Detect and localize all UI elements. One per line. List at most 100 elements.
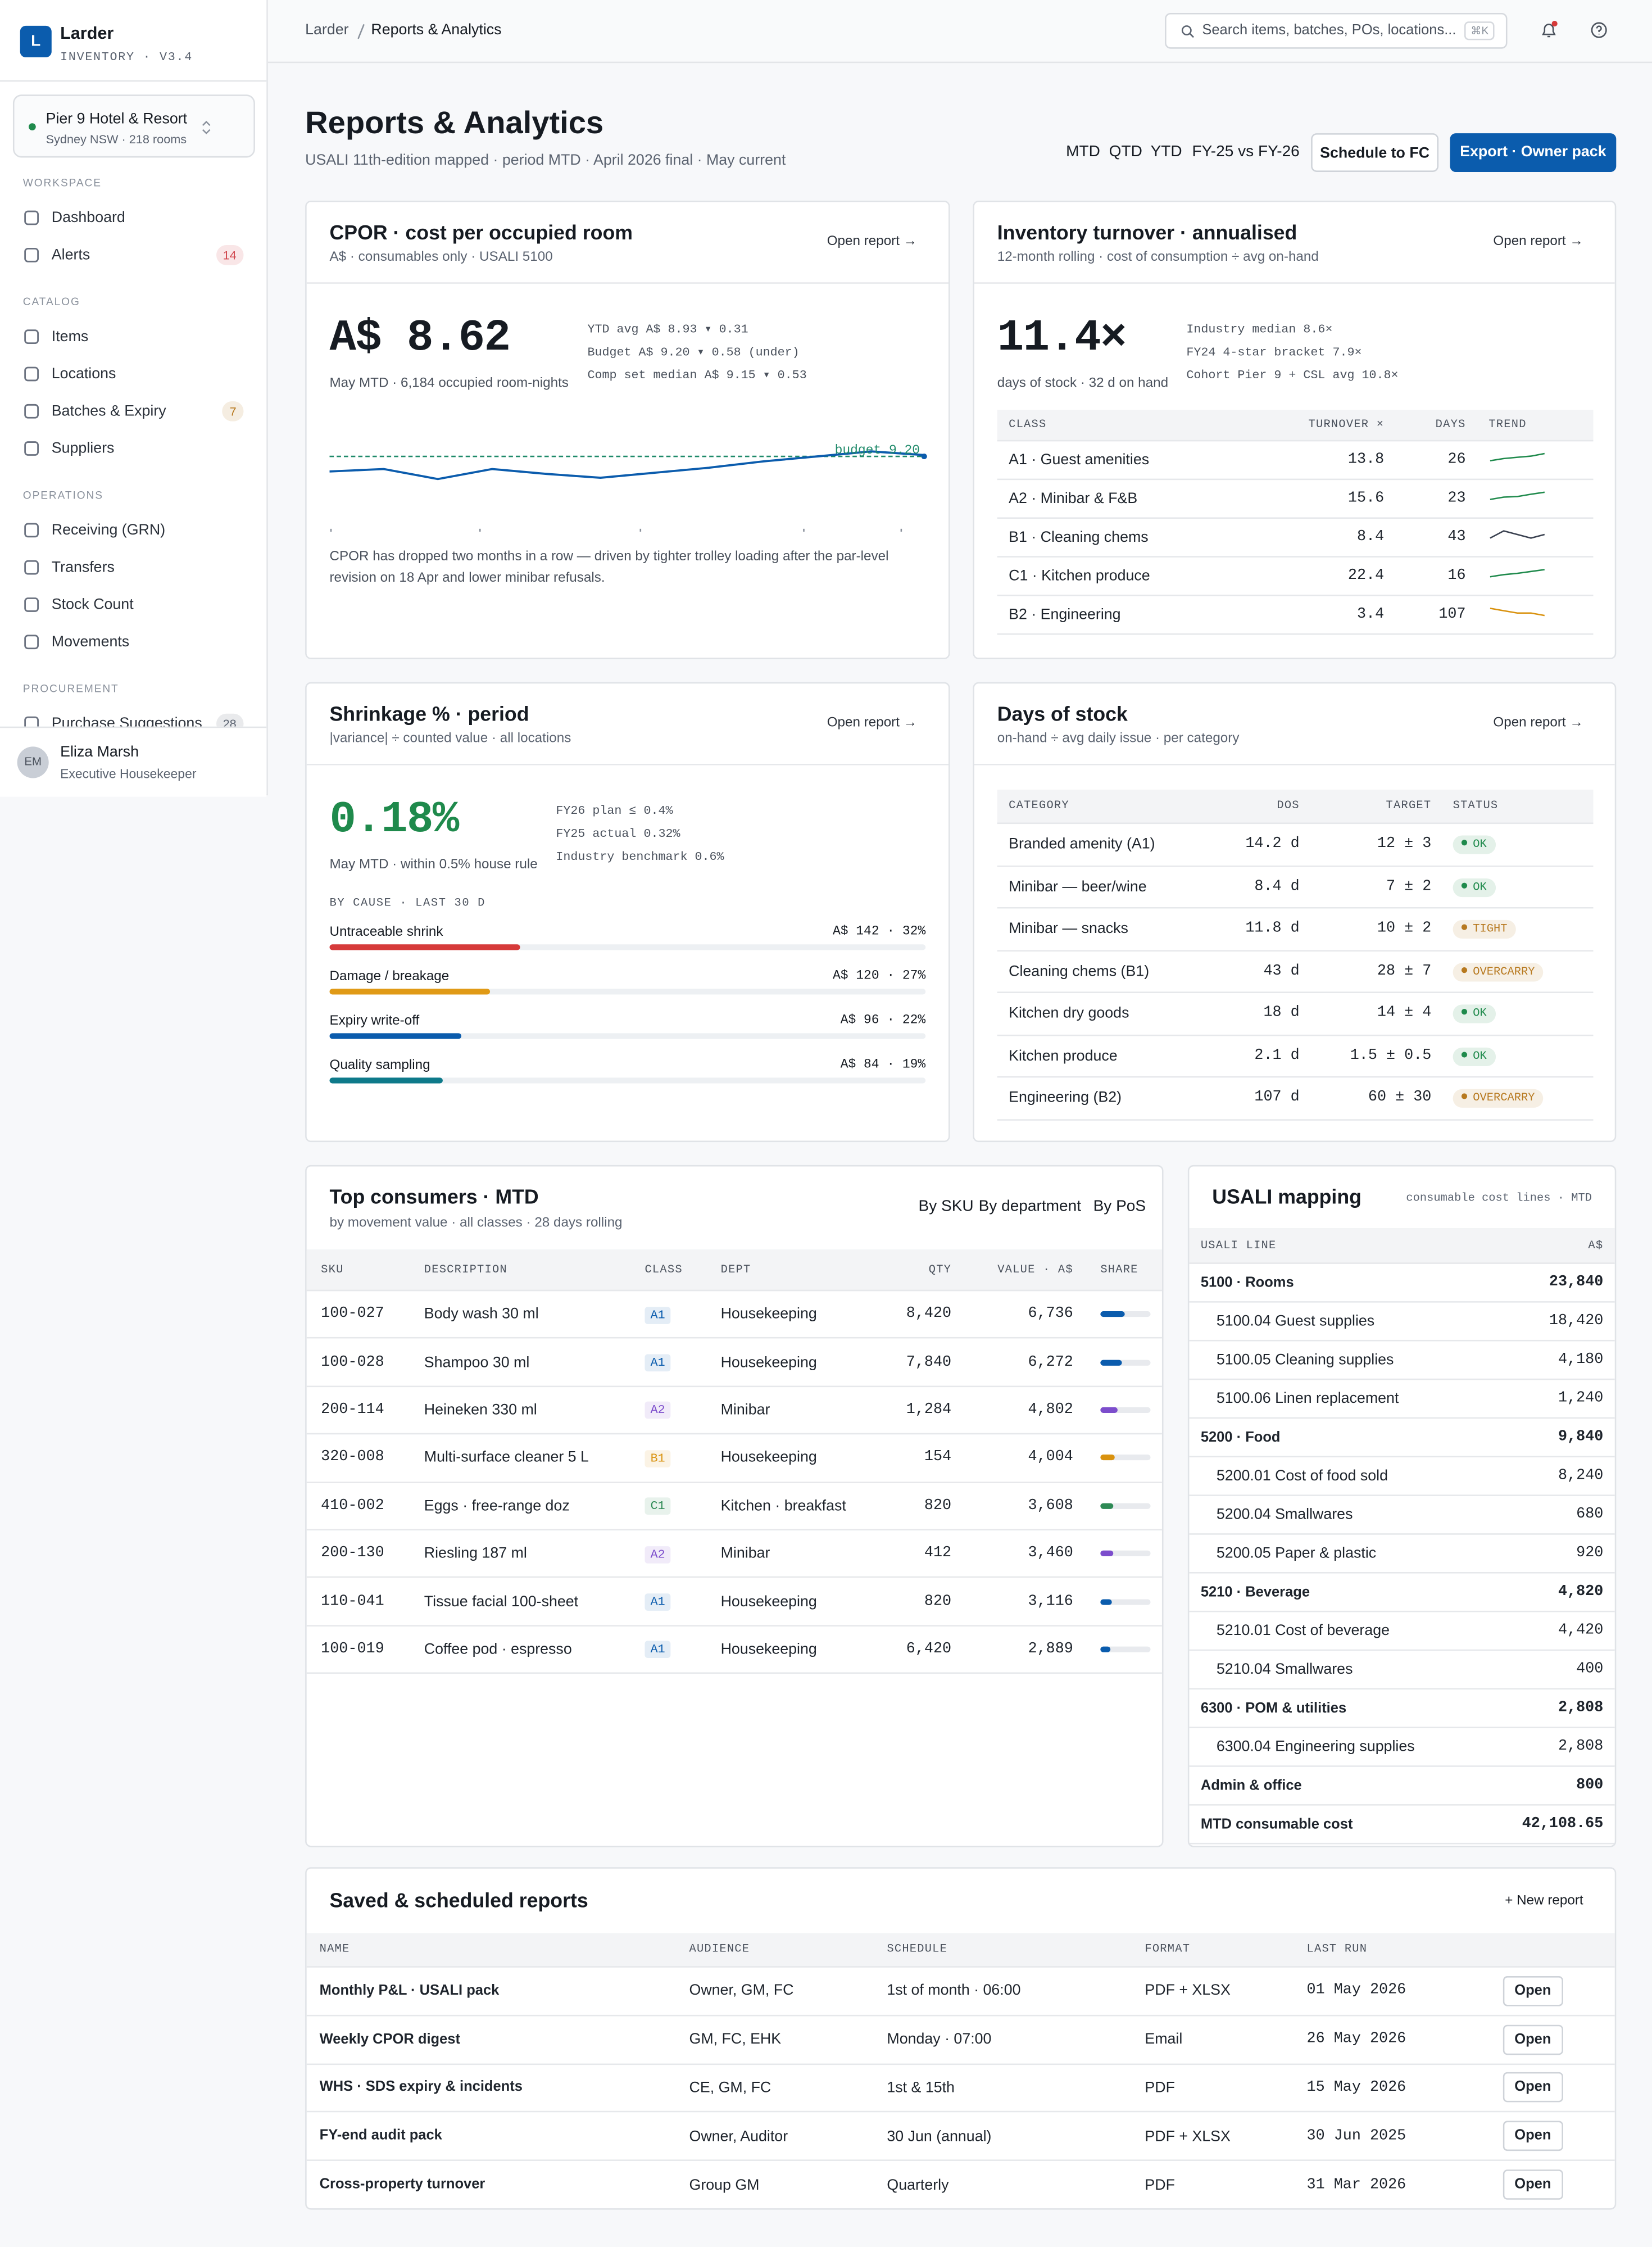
turnover-value: 15.6 [1347,490,1385,508]
nav-item[interactable]: Transfers [0,549,266,586]
nav-label: Items [51,328,89,346]
column-header: SCHEDULE [887,1943,948,1956]
period-toggle[interactable]: FY-25 vs FY-26 [1192,143,1300,161]
icon [24,716,39,727]
undefined: Kitchen produce [1009,1047,1118,1064]
column-header: TARGET [1386,799,1432,813]
export-button[interactable]: Export · Owner pack [1450,133,1617,172]
nav-item[interactable]: Alerts 14 [0,237,266,274]
column-header: TREND [1488,418,1527,432]
status-pill: OK [1453,878,1496,897]
kpi-detail: Industry benchmark 0.6% [556,849,724,864]
open-report-link[interactable]: Open report → [1493,715,1583,731]
nav-item[interactable]: Dashboard [0,199,266,236]
department: Housekeeping [720,1449,817,1467]
audience: Owner, Auditor [689,2127,788,2145]
usali-amount: 18,420 [1549,1312,1604,1330]
turnover-value: 22.4 [1347,567,1385,585]
share-cell [1073,1359,1162,1365]
status-dot [28,123,36,131]
data-table: USALI LINE A$ 5100 · Rooms 23,840 5100.04 Gu… [1189,1228,1615,1845]
nav-item[interactable]: Items [0,318,266,355]
breadcrumb-separator [357,24,365,39]
nav-section-label: CATALOG [22,295,80,309]
card-header: Inventory turnover · annualised 12-month … [974,202,1615,284]
view-tab[interactable]: By PoS [1093,1198,1146,1216]
open-report-link[interactable]: Open report → [1493,233,1583,250]
search-icon-shape [1181,25,1192,35]
open-button[interactable]: Open [1503,1976,1563,2006]
sku: 100-028 [321,1353,384,1371]
share-cell [1073,1646,1162,1652]
open-button[interactable]: Open [1503,2169,1563,2200]
icon-shape [24,597,39,612]
nav-item[interactable]: Movements [0,623,266,660]
breadcrumb-item[interactable]: Larder [305,21,349,39]
status-text: OK [1473,1008,1487,1021]
consumers-card: Top consumers · MTD by movement value · a… [305,1165,1164,1847]
view-tab[interactable]: By department [978,1198,1082,1216]
view-tab[interactable]: By SKU [918,1198,974,1216]
cause-value: A$ 84 · 19% [840,1057,926,1072]
property-switcher[interactable]: Pier 9 Hotel & Resort Sydney NSW · 218 ro… [12,94,255,158]
nav-item[interactable]: Suppliers [0,430,266,467]
table-row: 6300.04 Engineering supplies 2,808 [1189,1728,1615,1767]
undefined: Kitchen dry goods [1009,1004,1129,1022]
class-pill: C1 [645,1498,671,1515]
class-cell: A2 [645,1401,720,1420]
schedule-button[interactable]: Schedule to FC [1311,133,1439,172]
action-cell: Open [1503,2121,1615,2151]
open-button[interactable]: Open [1503,2024,1563,2055]
nav-item[interactable]: Batches & Expiry 7 [0,393,266,430]
card-title: Top consumers · MTD [329,1185,539,1208]
class-pill: A2 [645,1546,671,1563]
usali-line: 5210.01 Cost of beverage [1216,1622,1390,1639]
card-subtitle: on-hand ÷ avg daily issue · per category [997,731,1240,747]
icon [24,635,39,650]
card-title: Days of stock [997,702,1128,726]
nav-item[interactable]: Locations [0,355,266,392]
icon-shape [24,210,39,225]
action-cell: Open [1503,2024,1615,2055]
open-report-link[interactable]: Open report → [827,233,917,250]
kpi-detail: Budget A$ 9.20 ▾ 0.58 (under) [587,345,800,360]
open-report-link[interactable]: Open report → [827,715,917,731]
search-box[interactable]: Search items, batches, POs, locations...… [1165,12,1508,49]
notifications-button[interactable] [1539,20,1559,40]
usali-amount: 400 [1576,1661,1604,1678]
period-toggle[interactable]: MTD [1066,143,1100,161]
last-run: 30 Jun 2025 [1306,2127,1406,2145]
sparkline-line [1490,529,1545,538]
nav-item[interactable]: Stock Count [0,586,266,623]
nav-label: Locations [51,365,116,383]
table-row: B1 · Cleaning chems 8.4 43 [997,519,1594,558]
value: 6,736 [1028,1306,1073,1323]
share-track [1100,1455,1151,1461]
nav-item[interactable]: Receiving (GRN) [0,511,266,549]
nav-item[interactable]: Purchase Suggestions 28 [0,705,266,727]
chart-note: CPOR has dropped two months in a row — d… [329,549,889,586]
department: Minibar [720,1544,770,1562]
status-pill: OK [1453,1004,1496,1024]
new-report-button[interactable]: + New report [1505,1893,1583,1909]
period-toggle[interactable]: YTD [1150,143,1182,161]
format: PDF + XLSX [1145,2127,1231,2145]
column-header: SKU [321,1263,344,1276]
period-toggle[interactable]: QTD [1109,143,1142,161]
status-pill: OK [1453,1047,1496,1066]
search-icon [1181,25,1194,38]
column-header: A$ [1588,1239,1604,1252]
dos-value: 43 d [1263,962,1300,980]
report-name: FY-end audit pack [319,2128,442,2145]
open-button[interactable]: Open [1503,2073,1563,2103]
status-cell: OK [1431,877,1593,897]
table-row: Branded amenity (A1) 14.2 d 12 ± 3 OK [997,824,1594,867]
card-title: USALI mapping [1212,1185,1362,1208]
open-button[interactable]: Open [1503,2121,1563,2151]
status-cell: TIGHT [1431,919,1593,939]
user-profile[interactable]: EM Eliza Marsh Executive Housekeeper [0,726,267,797]
nav-label: Alerts [51,246,90,264]
column-header: VALUE · A$ [997,1263,1073,1276]
help-button[interactable] [1589,20,1609,40]
action-cell: Open [1503,1976,1615,2006]
